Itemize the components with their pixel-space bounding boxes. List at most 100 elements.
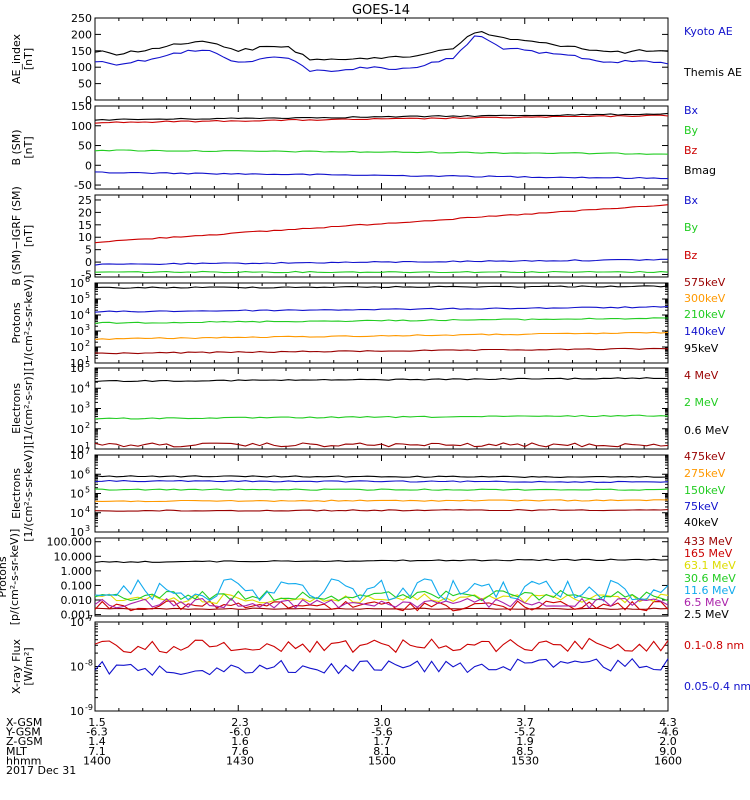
y-axis-label: Protons [0, 556, 9, 597]
series-line-6-5-mev [94, 597, 669, 609]
y-tick-label: 100.000 [47, 536, 93, 549]
series-line-433-mev [94, 607, 669, 610]
legend-entry: 11.6 MeV [684, 584, 736, 597]
y-axis-label: X-ray Flux [10, 638, 23, 694]
legend-entry: 75keV [684, 500, 719, 513]
y-tick-label: 100 [71, 120, 92, 133]
legend-entry: Bz [684, 144, 698, 157]
legend-entry: 275keV [684, 467, 726, 480]
footer-value: 3.7 [516, 716, 534, 729]
y-tick-exponent: 4 [85, 307, 90, 316]
series-line-bz [94, 204, 669, 244]
footer-row-label: hhmm [6, 754, 41, 767]
footer-value: 7.6 [231, 745, 249, 758]
y-tick-label: 100 [71, 61, 92, 74]
series-line-150kev [94, 488, 669, 491]
series-line-95kev [94, 285, 669, 289]
y-axis-label: Electrons [10, 383, 23, 434]
panel-xray: 10-910-810 -7X-ray Flux [W/m²]0.1-0.8 nm0.… [10, 614, 750, 718]
footer-value: -5.2 [514, 726, 535, 739]
y-tick-label: 0 [85, 94, 92, 107]
y-tick-exponent: 2 [85, 339, 90, 348]
legend-entry: 165 MeV [684, 547, 733, 560]
y-tick-label: 0 [85, 256, 92, 269]
footer-value: 1600 [654, 754, 682, 767]
legend-entry: 6.5 MeV [684, 596, 729, 609]
footer-value: 3.0 [373, 716, 391, 729]
series-line-75kev [94, 479, 669, 483]
series-line-40kev [94, 475, 669, 478]
legend-entry: 0.1-0.8 nm [684, 639, 744, 652]
series-line-275kev [94, 499, 669, 503]
y-tick-exponent: 3 [85, 524, 90, 533]
legend-entry: 575keV [684, 276, 726, 289]
y-tick-exponent: 4 [85, 505, 90, 514]
y-tick-label: 10 [70, 468, 84, 481]
panel-ae: 0 50 100 150 200 250 AE_index [nT] Kyoto AE Themi… [10, 12, 742, 107]
footer-value: -6.0 [229, 726, 250, 739]
y-tick-label: 10 [70, 277, 84, 290]
series-line-0-05-0-4-nm [94, 657, 669, 677]
panel-bsm: -50 0 50 100 150 B (SM) [nT] Bx By Bz Bmag [10, 100, 716, 192]
y-tick-label: 10 [70, 507, 84, 520]
series-line-themis-ae [94, 31, 669, 61]
y-tick-exponent: -9 [85, 703, 93, 712]
y-tick-label: 10 [70, 449, 84, 462]
series-line-475kev [94, 508, 669, 512]
legend-entry: Bz [684, 249, 698, 262]
legend-entry: 0.05-0.4 nm [684, 680, 750, 693]
y-axis-units: [W/m²] [22, 647, 35, 685]
series-line-0-1-0-8-nm [94, 637, 669, 654]
y-tick-label: 15 [78, 219, 92, 232]
series-line-bmag [94, 112, 669, 121]
y-tick-label: 25 [78, 194, 92, 207]
y-tick-label: 10 [70, 362, 84, 375]
legend-entry: Bx [684, 104, 699, 117]
footer-value: 1.4 [88, 735, 106, 748]
footer-date: 2017 Dec 31 [6, 764, 76, 777]
y-tick-exponent: -7 [85, 614, 93, 623]
footer-value: 1.7 [373, 735, 391, 748]
footer-value: 1.5 [88, 716, 106, 729]
y-tick-exponent: 6 [85, 275, 90, 284]
y-tick-exponent: 1 [85, 355, 90, 364]
y-tick-exponent: 3 [85, 323, 90, 332]
legend-entry: 300keV [684, 292, 726, 305]
panel-frame [94, 454, 669, 533]
y-tick-exponent: -8 [85, 659, 93, 668]
legend-entry: Themis AE [683, 66, 742, 79]
series-line-140kev [94, 305, 669, 313]
legend-entry: 433 MeV [684, 535, 733, 548]
series-line-30-6-mev [94, 589, 669, 602]
footer-value: 4.3 [659, 716, 677, 729]
y-tick-exponent: 5 [85, 360, 90, 369]
series-line-by [94, 149, 669, 155]
y-tick-label: 50 [78, 140, 92, 153]
footer-value: 7.1 [88, 745, 106, 758]
y-axis-units: [nT] [22, 225, 35, 247]
y-tick-label: 0.100 [61, 579, 93, 592]
y-axis-units: [nT] [22, 48, 35, 70]
y-tick-label: 10 [70, 382, 84, 395]
series-line-575kev [95, 347, 669, 355]
legend-entry: 2 MeV [684, 396, 719, 409]
y-tick-label: 0.001 [61, 609, 93, 622]
y-tick-exponent: 6 [85, 466, 90, 475]
y-tick-label: 10 [70, 443, 84, 456]
series-line-0-6-mev [94, 377, 669, 383]
footer-value: -4.6 [657, 726, 678, 739]
y-tick-label: 20 [78, 206, 92, 219]
footer-value: 8.1 [373, 745, 391, 758]
y-tick-label: 10 [70, 403, 84, 416]
footer-value: -5.6 [371, 726, 392, 739]
y-tick-exponent: 1 [85, 441, 90, 450]
y-tick-label: 10 [70, 309, 84, 322]
y-axis-units: [nT] [22, 136, 35, 158]
series-line-bz [94, 114, 669, 124]
legend-entry: 95keV [684, 342, 719, 355]
footer-row-label: Z-GSM [6, 735, 43, 748]
y-tick-label: 5 [85, 244, 92, 257]
